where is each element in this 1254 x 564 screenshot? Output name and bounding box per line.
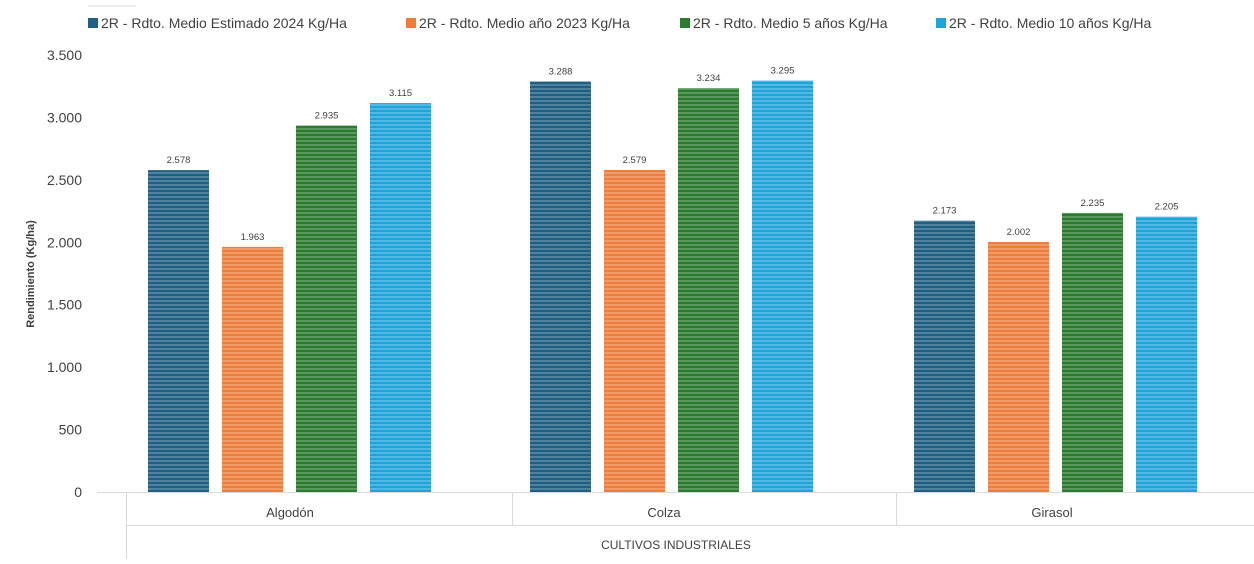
y-tick-label: 2.500 [47,172,82,188]
bar-texture [222,246,283,492]
y-tick-label: 3.000 [47,109,82,125]
category-group-label: CULTIVOS INDUSTRIALES [601,538,751,552]
y-tick-label: 0 [74,484,82,500]
y-axis: 0 500 1.000 1.500 2.000 2.500 3.000 3.500 [47,47,82,500]
x-axis: Algodón Colza Girasol [97,492,1254,559]
y-tick-label: 3.500 [47,47,82,63]
data-label: 2.173 [933,206,957,217]
bar-texture [296,125,357,493]
bar-texture [914,220,975,492]
legend-swatch [680,18,690,28]
data-label: 2.002 [1007,227,1031,238]
y-tick-label: 500 [59,422,83,438]
category-label: Algodón [266,505,314,520]
data-label: 2.579 [623,155,647,166]
bar-texture [752,80,813,493]
data-label: 3.234 [697,73,721,84]
legend-label: 2R - Rdto. Medio Estimado 2024 Kg/Ha [101,15,347,31]
y-axis-title: Rendimiento (Kg/ha) [25,220,37,328]
legend-swatch [88,18,98,28]
y-tick-label: 2.000 [47,234,82,250]
bar-texture [1136,216,1197,492]
bar-texture [530,81,591,492]
legend: 2R - Rdto. Medio Estimado 2024 Kg/Ha 2R -… [88,15,1152,31]
category-label: Girasol [1031,505,1072,520]
category-label: Colza [647,505,681,520]
bar-texture [988,242,1049,492]
bar-texture [678,88,739,492]
bar-texture [370,103,431,492]
data-label: 2.205 [1155,202,1179,213]
legend-label: 2R - Rdto. Medio 5 años Kg/Ha [693,15,888,31]
data-label: 2.235 [1081,198,1105,209]
data-label: 2.935 [315,111,339,122]
legend-label: 2R - Rdto. Medio 10 años Kg/Ha [949,15,1152,31]
bar-texture [148,170,209,492]
data-label: 3.295 [771,66,795,77]
y-tick-label: 1.000 [47,359,82,375]
bar-texture [604,169,665,493]
bar-texture [1062,212,1123,493]
data-label: 3.115 [389,88,412,99]
bars: 2.578 1.963 2.935 3.115 3.288 2.579 3.234 3.295… [148,66,1197,493]
legend-swatch [406,18,416,28]
legend-label: 2R - Rdto. Medio año 2023 Kg/Ha [419,15,630,31]
data-label: 3.288 [549,66,573,77]
y-tick-label: 1.500 [47,297,82,313]
data-label: 2.578 [167,155,191,166]
legend-swatch [936,18,946,28]
data-label: 1.963 [241,232,265,243]
